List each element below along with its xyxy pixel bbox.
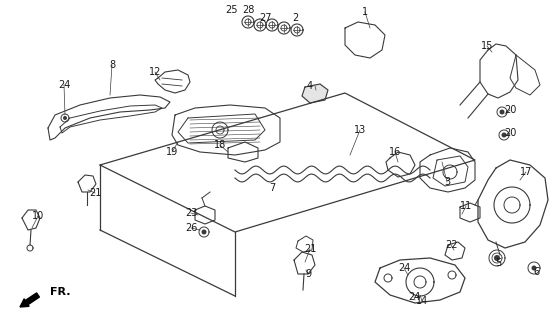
Text: 4: 4	[307, 81, 313, 91]
Text: 8: 8	[109, 60, 115, 70]
Text: 14: 14	[416, 296, 428, 306]
Text: 17: 17	[520, 167, 532, 177]
Text: 2: 2	[292, 13, 298, 23]
Text: 1: 1	[362, 7, 368, 17]
Text: 27: 27	[259, 13, 272, 23]
Text: 21: 21	[304, 244, 316, 254]
Text: 9: 9	[305, 269, 311, 279]
Text: 24: 24	[408, 292, 420, 302]
Text: 19: 19	[166, 147, 178, 157]
Polygon shape	[499, 109, 504, 115]
Text: 10: 10	[32, 211, 44, 221]
Text: 16: 16	[389, 147, 401, 157]
Text: 5: 5	[495, 258, 501, 268]
FancyArrow shape	[20, 293, 39, 307]
Polygon shape	[201, 229, 206, 235]
Text: FR.: FR.	[50, 287, 70, 297]
Text: 20: 20	[504, 105, 516, 115]
Polygon shape	[63, 116, 67, 120]
Text: 26: 26	[185, 223, 197, 233]
Polygon shape	[531, 266, 536, 270]
Polygon shape	[502, 132, 507, 138]
Text: 6: 6	[533, 267, 539, 277]
Text: 11: 11	[460, 201, 472, 211]
Text: 24: 24	[398, 263, 410, 273]
Text: 15: 15	[481, 41, 493, 51]
Text: 23: 23	[185, 208, 197, 218]
Text: 13: 13	[354, 125, 366, 135]
Polygon shape	[302, 84, 328, 103]
Text: 12: 12	[149, 67, 161, 77]
Text: 22: 22	[445, 240, 457, 250]
Text: 7: 7	[269, 183, 275, 193]
Text: 20: 20	[504, 128, 516, 138]
Text: 18: 18	[214, 140, 226, 150]
Text: 28: 28	[242, 5, 254, 15]
Text: 3: 3	[444, 177, 450, 187]
Text: 21: 21	[89, 188, 101, 198]
Text: 25: 25	[226, 5, 238, 15]
Polygon shape	[494, 255, 500, 261]
Text: 24: 24	[58, 80, 70, 90]
